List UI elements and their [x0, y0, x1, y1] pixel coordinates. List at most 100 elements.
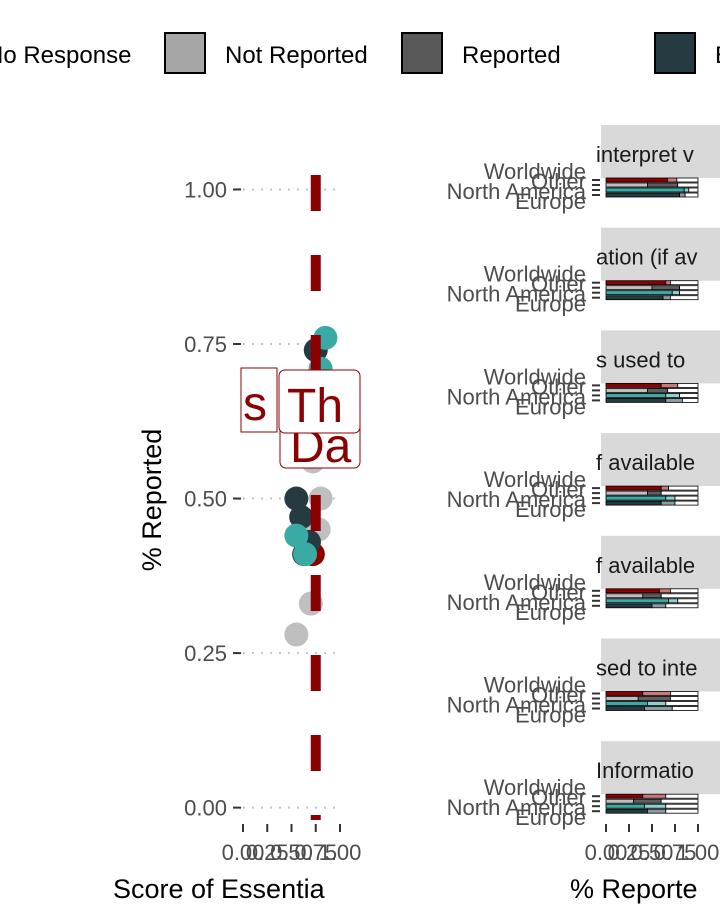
bar-segment: [605, 696, 639, 701]
bar-segment: [671, 290, 680, 296]
category-label: Other: [531, 374, 586, 399]
category-label: Worldwide: [484, 467, 586, 492]
bar-segment: [651, 603, 667, 609]
bar-segment: [660, 798, 699, 804]
bar-segment: [605, 177, 669, 183]
bar-segment: [605, 397, 667, 403]
bar-segment: [605, 598, 669, 604]
bar-segment: [605, 280, 667, 286]
bar-segment: [670, 295, 699, 301]
bar-segment: [677, 382, 699, 388]
bar-segment: [642, 593, 662, 599]
bar-segment: [688, 187, 699, 193]
category-label: Europe: [515, 292, 586, 317]
legend: No Response Not Reported Reported E: [0, 28, 720, 84]
bar-segment: [671, 706, 699, 711]
bar-segment: [660, 593, 699, 599]
bar-segment: [642, 793, 667, 799]
category-label: Other: [531, 580, 586, 605]
category-label: North America: [447, 487, 587, 512]
overlay-label-box-2: [278, 369, 361, 434]
bar-segment: [642, 691, 671, 696]
category-label: Worldwide: [484, 570, 586, 595]
bar-segment: [679, 392, 699, 398]
category-label: Worldwide: [484, 159, 586, 184]
bar-segment: [660, 490, 699, 496]
facet-strip-label: sed to inte: [596, 656, 698, 681]
bar-segment: [605, 485, 662, 491]
bar-segment: [667, 177, 678, 183]
legend-key-reported: [401, 32, 443, 74]
facet-strip: [601, 433, 720, 487]
bar-x-tick-label: 0.25: [608, 840, 651, 865]
facet-strip-label: interpret v: [596, 142, 694, 167]
y-tick-label: 0.50: [184, 487, 227, 512]
bar-segment: [605, 593, 644, 599]
legend-label-no-response: No Response: [0, 42, 132, 69]
bar-segment: [668, 598, 679, 604]
scatter-point: [293, 542, 318, 567]
bar-segment: [605, 290, 673, 296]
bar-segment: [670, 280, 699, 286]
bar-x-tick-label: 0.00: [585, 840, 628, 865]
bar-segment: [647, 182, 679, 188]
bar-segment: [644, 803, 667, 809]
bar-segment: [668, 485, 699, 491]
facet-strip-label: f available: [596, 553, 695, 578]
bar-segment: [679, 285, 699, 291]
bar-segment: [651, 285, 681, 291]
category-label: North America: [447, 384, 587, 409]
bar-segment: [605, 793, 644, 799]
category-label: North America: [447, 179, 587, 204]
y-tick-label: 0.75: [184, 332, 227, 357]
bar-segment: [605, 295, 664, 301]
bar-x-axis-title: % Reporte: [570, 874, 698, 904]
category-label: Europe: [515, 805, 586, 830]
category-label: Europe: [515, 189, 586, 214]
overlay-label-2: Th: [287, 380, 343, 433]
bar-segment: [605, 382, 662, 388]
bar-x-tick-label: 0.75: [654, 840, 697, 865]
bar-segment: [605, 706, 646, 711]
bar-segment: [633, 798, 662, 804]
bar-segment: [676, 177, 699, 183]
bar-segment: [605, 808, 648, 814]
legend-label-not-reported: Not Reported: [225, 42, 368, 69]
x-tick-label: 0.25: [246, 840, 289, 865]
bar-segment: [670, 691, 699, 696]
facet-strip-label: s used to: [596, 347, 685, 372]
overlay-label-1: s: [243, 378, 267, 431]
legend-label-reported: Reported: [462, 42, 561, 69]
bar-segment: [605, 192, 680, 198]
bar-segment: [665, 808, 699, 814]
bar-segment: [670, 696, 699, 701]
facet-strip-label: ation (if av: [596, 245, 698, 270]
bar-segment: [605, 387, 648, 393]
facet-strip: [601, 535, 720, 589]
label-overlay: s Da Th: [240, 367, 361, 473]
bar-x-tick-label: 0.50: [631, 840, 674, 865]
bar-segment: [647, 387, 669, 393]
y-tick-label: 0.00: [184, 796, 227, 821]
bar-segment: [605, 701, 648, 706]
bar-segment: [605, 392, 667, 398]
facet-strip: [601, 638, 720, 692]
bar-segment: [677, 598, 699, 604]
scatter-y-axis-title: % Reported: [137, 429, 167, 572]
scatter-point: [284, 523, 309, 548]
scatter-point: [284, 486, 309, 511]
category-label: Other: [531, 272, 586, 297]
bar-segment: [683, 187, 690, 193]
y-tick-label: 1.00: [184, 177, 227, 202]
bar-segment: [665, 280, 671, 286]
bar-segment: [605, 187, 685, 193]
scatter-point: [284, 622, 309, 647]
facet-strip-label: f available: [596, 450, 695, 475]
category-label: North America: [447, 795, 587, 820]
category-label: Europe: [515, 703, 586, 728]
bar-segment: [665, 701, 699, 706]
x-tick-label: 0.50: [270, 840, 313, 865]
x-tick-label: 1.00: [319, 840, 362, 865]
bar-segment: [665, 803, 699, 809]
facet-strip: [601, 741, 720, 795]
